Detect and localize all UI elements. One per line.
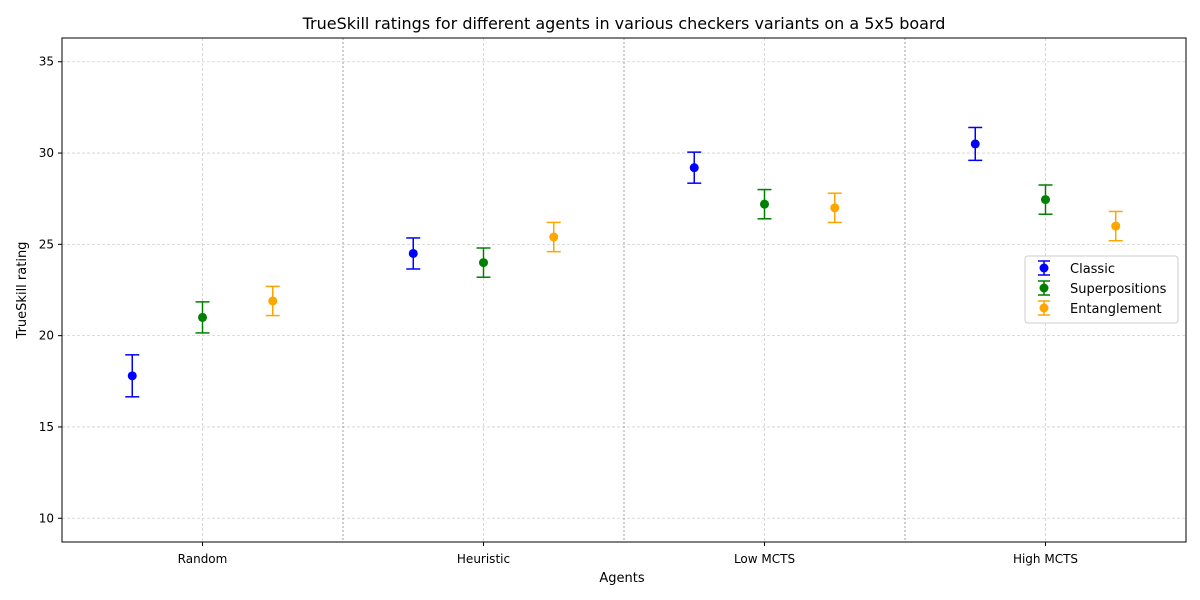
- y-tick-label: 20: [39, 329, 54, 343]
- data-point: [198, 312, 207, 322]
- legend-marker: [1039, 283, 1049, 293]
- data-point: [1111, 221, 1121, 231]
- y-tick-label: 10: [39, 511, 54, 525]
- legend-label: Entanglement: [1070, 302, 1162, 317]
- legend-box: [1024, 255, 1179, 324]
- y-tick-label: 30: [39, 146, 54, 160]
- group-separators: [342, 38, 906, 542]
- data-point: [970, 139, 980, 149]
- legend-label: Superpositions: [1070, 282, 1167, 297]
- plot-frame: [61, 37, 1187, 543]
- data-point: [268, 296, 278, 306]
- data-point: [689, 163, 699, 173]
- data-marks: [125, 126, 1123, 398]
- legend-label: Classic: [1070, 262, 1115, 277]
- data-point: [479, 258, 488, 268]
- x-tick-label: High MCTS: [1013, 552, 1078, 566]
- grid-layer: [62, 38, 1186, 542]
- data-point: [549, 232, 559, 242]
- x-tick-label: Low MCTS: [734, 552, 795, 566]
- x-tick-label: Random: [178, 552, 228, 566]
- data-point: [408, 248, 418, 258]
- data-point: [760, 199, 769, 209]
- y-tick-label: 15: [39, 420, 54, 434]
- data-point: [127, 371, 137, 381]
- data-point: [1041, 195, 1050, 205]
- chart-title: TrueSkill ratings for different agents i…: [302, 14, 946, 33]
- data-point: [830, 203, 840, 213]
- x-axis-label: Agents: [599, 571, 644, 586]
- y-tick-label: 35: [39, 55, 54, 69]
- axis-layer: 10 15 20 25 30 35 Random Heuristic Low MCTS High …: [39, 55, 1078, 566]
- legend: Classic Superpositions Entanglement: [1024, 255, 1179, 324]
- legend-marker: [1039, 263, 1049, 273]
- legend-marker: [1039, 303, 1049, 313]
- y-tick-label: 25: [39, 237, 54, 251]
- x-tick-label: Heuristic: [457, 552, 510, 566]
- y-axis-label: TrueSkill rating: [15, 242, 30, 340]
